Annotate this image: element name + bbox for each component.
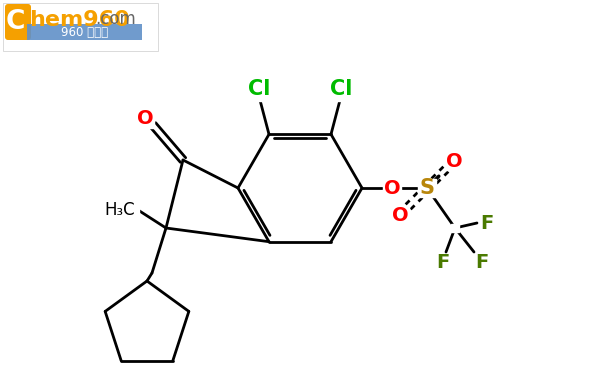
FancyBboxPatch shape: [5, 4, 31, 40]
Bar: [435, 255, 451, 271]
Text: 960 化工网: 960 化工网: [62, 26, 108, 39]
Bar: [245, 81, 273, 101]
Text: O: O: [137, 110, 153, 129]
Bar: [418, 179, 436, 197]
Bar: [327, 81, 355, 101]
Text: O: O: [446, 152, 462, 171]
Bar: [445, 152, 463, 170]
Text: H₃C: H₃C: [105, 201, 136, 219]
Text: F: F: [436, 254, 450, 273]
Bar: [479, 215, 495, 231]
Text: O: O: [384, 178, 401, 198]
Text: F: F: [480, 213, 494, 232]
Text: Cl: Cl: [248, 79, 270, 99]
FancyBboxPatch shape: [27, 24, 142, 40]
Bar: [383, 179, 401, 197]
Bar: [136, 110, 154, 128]
Text: F: F: [476, 254, 489, 273]
Text: Cl: Cl: [330, 79, 352, 99]
Bar: [474, 255, 490, 271]
Text: S: S: [419, 178, 434, 198]
Text: C: C: [5, 9, 25, 35]
Bar: [391, 206, 409, 224]
Bar: [451, 224, 459, 232]
Text: O: O: [391, 206, 408, 225]
Text: hem960: hem960: [29, 10, 129, 30]
Bar: [101, 201, 139, 219]
Text: .com: .com: [95, 10, 136, 28]
